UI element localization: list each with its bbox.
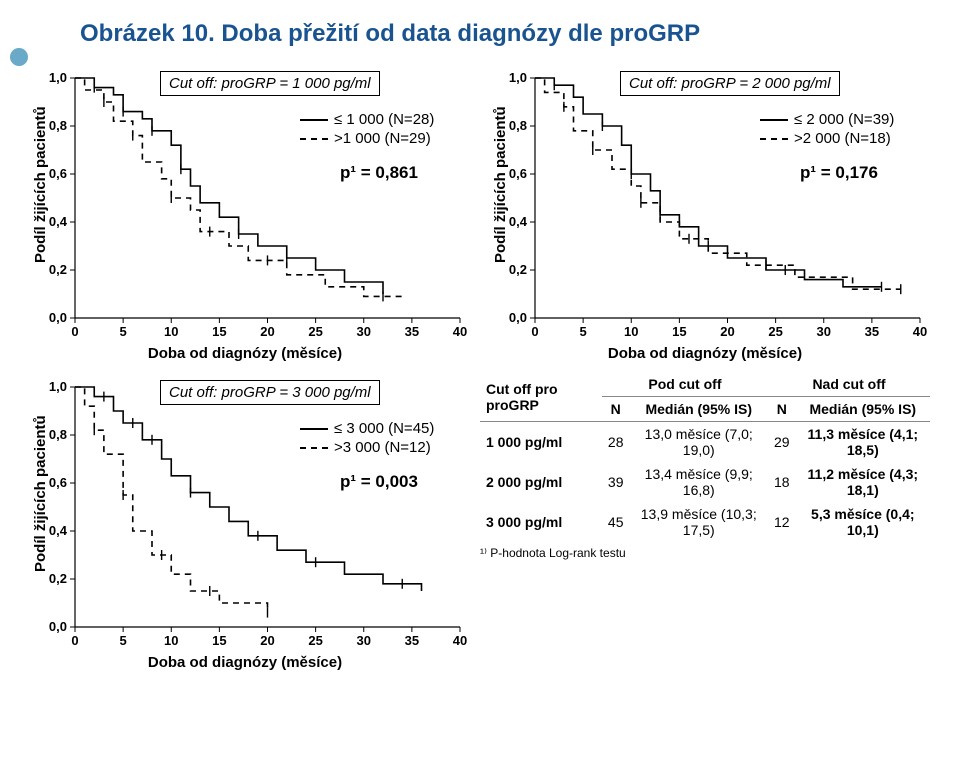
svg-text:0,4: 0,4 [49, 214, 68, 229]
svg-text:0,2: 0,2 [49, 571, 67, 586]
pvalue-1: p¹ = 0,861 [340, 163, 418, 183]
figure-title: Obrázek 10. Doba přežití od data diagnóz… [80, 20, 940, 48]
pvalue-2: p¹ = 0,176 [800, 163, 878, 183]
svg-text:1,0: 1,0 [49, 70, 67, 85]
svg-text:0,0: 0,0 [49, 310, 67, 325]
legend-text: ≤ 2 000 (N=39) [794, 111, 894, 128]
table-row: 3 000 pg/ml4513,9 měsíce (10,3; 17,5)125… [480, 502, 930, 542]
svg-text:0,6: 0,6 [49, 475, 67, 490]
legend-text: >1 000 (N=29) [334, 130, 431, 147]
svg-text:0: 0 [71, 324, 78, 339]
svg-text:0,6: 0,6 [49, 166, 67, 181]
km-plot-2: 0,0 0,2 0,4 0,6 0,8 1,0 0 5 10 15 20 25 30 35 40 [480, 63, 930, 343]
th-n2: N [768, 397, 796, 422]
svg-text:5: 5 [120, 633, 127, 648]
legend-text: ≤ 3 000 (N=45) [334, 420, 434, 437]
chart-1: Podíl žijících pacientů Cut off: proGRP … [20, 63, 470, 362]
svg-text:0,0: 0,0 [49, 619, 67, 634]
legend-solid-icon [300, 119, 328, 121]
svg-text:1,0: 1,0 [49, 379, 67, 394]
x-axis-label: Doba od diagnózy (měsíce) [20, 654, 470, 671]
y-axis-label: Podíl žijících pacientů [492, 106, 509, 263]
svg-text:15: 15 [212, 324, 226, 339]
svg-text:0: 0 [71, 633, 78, 648]
legend-2: ≤ 2 000 (N=39) >2 000 (N=18) [760, 109, 894, 149]
svg-text:30: 30 [357, 633, 371, 648]
svg-text:5: 5 [120, 324, 127, 339]
svg-text:35: 35 [405, 324, 419, 339]
svg-text:0,2: 0,2 [49, 262, 67, 277]
legend-text: >3 000 (N=12) [334, 439, 431, 456]
svg-text:0,2: 0,2 [509, 262, 527, 277]
svg-text:20: 20 [260, 324, 274, 339]
svg-text:0,6: 0,6 [509, 166, 527, 181]
svg-text:0: 0 [531, 324, 538, 339]
svg-text:1,0: 1,0 [509, 70, 527, 85]
y-axis-label: Podíl žijících pacientů [32, 106, 49, 263]
svg-text:0,4: 0,4 [49, 523, 68, 538]
legend-solid-icon [760, 119, 788, 121]
svg-text:25: 25 [308, 324, 322, 339]
x-axis-label: Doba od diagnózy (měsíce) [20, 345, 470, 362]
svg-text:30: 30 [817, 324, 831, 339]
th-group1: Pod cut off [602, 372, 768, 397]
th-m2: Medián (95% IS) [796, 397, 930, 422]
legend-dash-icon [300, 447, 328, 449]
legend-text: ≤ 1 000 (N=28) [334, 111, 434, 128]
svg-text:0,8: 0,8 [49, 118, 67, 133]
svg-text:15: 15 [672, 324, 686, 339]
km-plot-1: 0,0 0,2 0,4 0,6 0,8 1,0 0 5 10 15 20 25 30 35 40 [20, 63, 470, 343]
svg-text:35: 35 [865, 324, 879, 339]
svg-text:40: 40 [913, 324, 927, 339]
svg-text:0,4: 0,4 [509, 214, 528, 229]
km-plot-3: 0,0 0,2 0,4 0,6 0,8 1,0 0 5 10 15 20 25 30 35 40 [20, 372, 470, 652]
svg-text:25: 25 [308, 633, 322, 648]
svg-text:10: 10 [164, 633, 178, 648]
svg-text:5: 5 [580, 324, 587, 339]
svg-text:15: 15 [212, 633, 226, 648]
svg-text:0,8: 0,8 [49, 427, 67, 442]
th-group2: Nad cut off [768, 372, 930, 397]
y-axis-label: Podíl žijících pacientů [32, 415, 49, 572]
pvalue-3: p¹ = 0,003 [340, 472, 418, 492]
svg-text:0,8: 0,8 [509, 118, 527, 133]
th-cutoff: Cut off pro proGRP [480, 372, 602, 422]
charts-grid: Podíl žijících pacientů Cut off: proGRP … [20, 63, 940, 671]
summary-table: Cut off pro proGRP Pod cut off Nad cut o… [480, 372, 930, 671]
legend-dash-icon [300, 138, 328, 140]
svg-text:10: 10 [164, 324, 178, 339]
chart-3: Podíl žijících pacientů Cut off: proGRP … [20, 372, 470, 671]
svg-text:40: 40 [453, 324, 467, 339]
legend-dash-icon [760, 138, 788, 140]
svg-text:20: 20 [720, 324, 734, 339]
svg-text:35: 35 [405, 633, 419, 648]
chart-2: Podíl žijících pacientů Cut off: proGRP … [480, 63, 930, 362]
x-axis-label: Doba od diagnózy (měsíce) [480, 345, 930, 362]
svg-text:20: 20 [260, 633, 274, 648]
svg-text:40: 40 [453, 633, 467, 648]
th-m1: Medián (95% IS) [629, 397, 768, 422]
th-n1: N [602, 397, 630, 422]
table-row: 2 000 pg/ml3913,4 měsíce (9,9; 16,8)1811… [480, 462, 930, 502]
svg-text:25: 25 [768, 324, 782, 339]
table-row: 1 000 pg/ml2813,0 měsíce (7,0; 19,0)2911… [480, 422, 930, 463]
svg-text:30: 30 [357, 324, 371, 339]
cutoff-label-2: Cut off: proGRP = 2 000 pg/ml [620, 71, 840, 96]
svg-text:0,0: 0,0 [509, 310, 527, 325]
table-footnote: ¹⁾ P-hodnota Log-rank testu [480, 546, 930, 560]
cutoff-label-1: Cut off: proGRP = 1 000 pg/ml [160, 71, 380, 96]
legend-1: ≤ 1 000 (N=28) >1 000 (N=29) [300, 109, 434, 149]
svg-text:10: 10 [624, 324, 638, 339]
legend-text: >2 000 (N=18) [794, 130, 891, 147]
legend-solid-icon [300, 428, 328, 430]
cutoff-label-3: Cut off: proGRP = 3 000 pg/ml [160, 380, 380, 405]
legend-3: ≤ 3 000 (N=45) >3 000 (N=12) [300, 418, 434, 458]
